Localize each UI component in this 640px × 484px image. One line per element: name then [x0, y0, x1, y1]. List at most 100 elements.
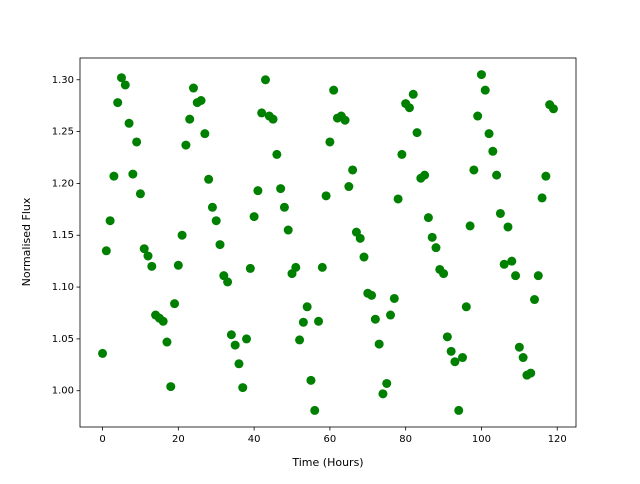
point: [98, 348, 108, 358]
point: [465, 221, 475, 231]
point: [310, 405, 320, 415]
point: [537, 193, 547, 203]
point: [450, 357, 460, 367]
point: [109, 171, 119, 181]
point: [389, 293, 399, 303]
point: [268, 114, 278, 124]
point: [162, 337, 172, 347]
point: [507, 256, 517, 266]
x-tick-label: 80: [399, 434, 412, 445]
point: [223, 277, 233, 287]
point: [211, 216, 221, 226]
point: [488, 146, 498, 156]
point: [245, 263, 255, 273]
point: [143, 251, 153, 261]
point: [530, 295, 540, 305]
point: [499, 259, 509, 269]
x-tick-label: 120: [548, 434, 567, 445]
y-tick-label: 1.05: [52, 334, 74, 345]
point: [533, 271, 543, 281]
point: [393, 194, 403, 204]
point: [272, 149, 282, 159]
point: [215, 240, 225, 250]
point: [238, 383, 248, 393]
point: [446, 346, 456, 356]
point: [158, 316, 168, 326]
point: [367, 290, 377, 300]
x-tick-label: 60: [324, 434, 337, 445]
point: [408, 89, 418, 99]
point: [473, 111, 483, 121]
point: [480, 85, 490, 95]
point: [295, 335, 305, 345]
point: [200, 129, 210, 139]
point: [412, 128, 422, 138]
y-tick-label: 1.25: [52, 127, 74, 138]
point: [196, 95, 206, 105]
point: [344, 182, 354, 192]
point: [340, 115, 350, 125]
point: [253, 186, 263, 196]
point: [355, 233, 365, 243]
y-tick-label: 1.10: [52, 282, 74, 293]
point: [420, 170, 430, 180]
point: [260, 75, 270, 85]
y-tick-label: 1.30: [52, 75, 74, 86]
y-axis-label: Normalised Flux: [20, 197, 33, 286]
point: [101, 246, 111, 256]
x-tick-label: 40: [248, 434, 261, 445]
point: [105, 216, 115, 226]
point: [423, 213, 433, 223]
x-tick-label: 0: [99, 434, 105, 445]
point: [514, 342, 524, 352]
point: [541, 171, 551, 181]
point: [484, 129, 494, 139]
point: [439, 269, 449, 279]
point: [397, 149, 407, 159]
point: [359, 252, 369, 262]
point: [404, 103, 414, 113]
point: [242, 334, 252, 344]
y-tick-label: 1.00: [52, 386, 74, 397]
point: [181, 140, 191, 150]
point: [492, 170, 502, 180]
point: [442, 332, 452, 342]
point: [382, 378, 392, 388]
point: [230, 340, 240, 350]
point: [124, 118, 134, 128]
point: [298, 317, 308, 327]
point: [495, 208, 505, 218]
point: [120, 80, 130, 90]
point: [306, 375, 316, 385]
point: [317, 262, 327, 272]
point: [279, 202, 289, 212]
point: [325, 137, 335, 147]
point: [378, 389, 388, 399]
point: [185, 114, 195, 124]
point: [166, 382, 176, 392]
point: [135, 189, 145, 199]
point: [548, 104, 558, 114]
point: [116, 73, 126, 83]
point: [147, 261, 157, 271]
point: [128, 169, 138, 179]
point: [249, 212, 259, 222]
point: [170, 299, 180, 309]
point: [476, 70, 486, 80]
point: [503, 222, 513, 232]
point: [431, 243, 441, 253]
point: [177, 230, 187, 240]
axes-frame: [79, 57, 577, 428]
point: [526, 368, 536, 378]
point: [139, 244, 149, 254]
y-tick-label: 1.15: [52, 230, 74, 241]
point: [386, 310, 396, 320]
point: [302, 302, 312, 312]
point: [226, 330, 236, 340]
point: [113, 98, 123, 108]
point: [518, 353, 528, 363]
point: [454, 405, 464, 415]
point: [276, 184, 286, 194]
point: [374, 339, 384, 349]
